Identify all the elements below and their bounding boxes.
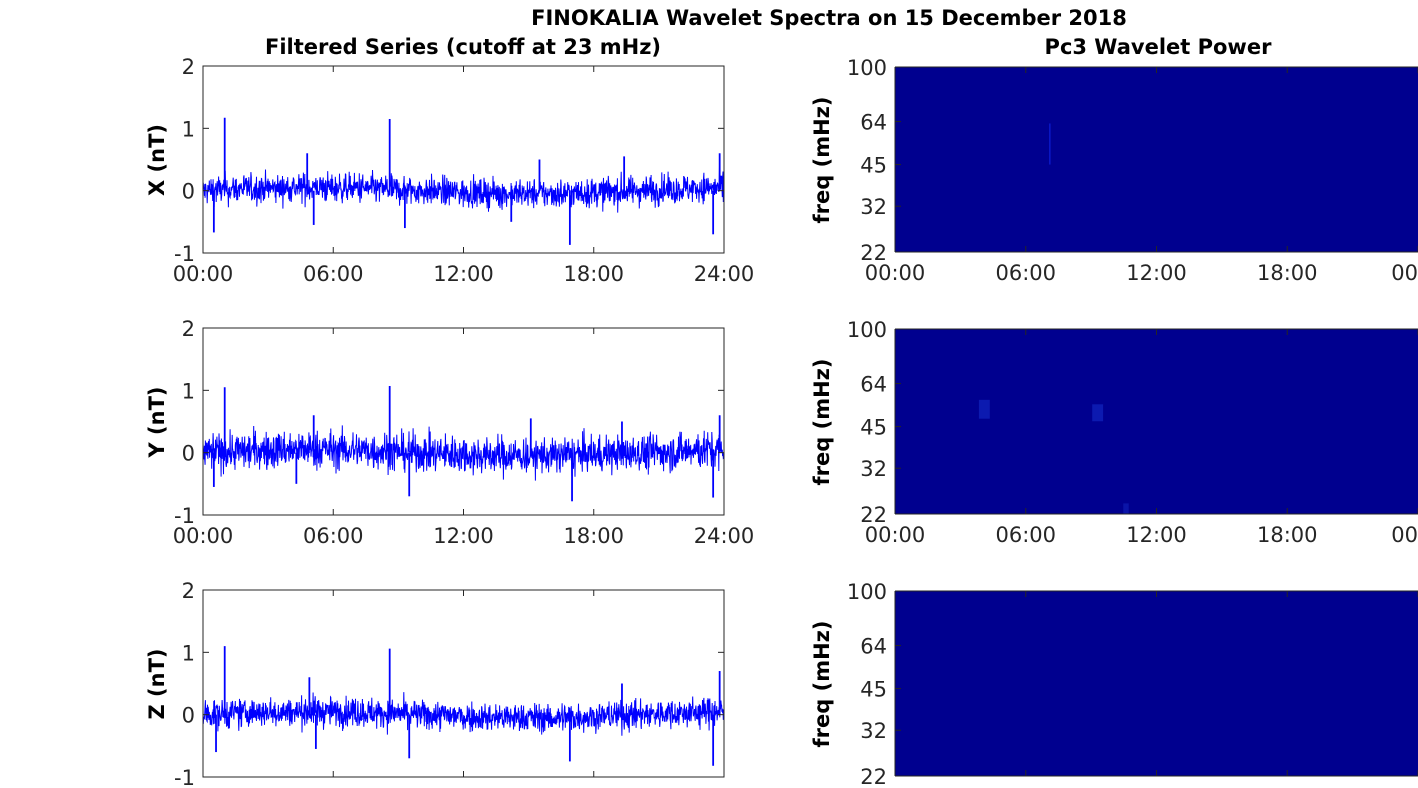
y-tick-label: 1 (182, 379, 195, 403)
power-feature (1092, 404, 1104, 422)
x-tick-label: 12:00 (1126, 261, 1187, 285)
y-tick-label: 100 (847, 56, 887, 80)
plot-area (203, 590, 724, 777)
signal-line (202, 166, 725, 213)
wavelet-z-axes: 100 64 45 32 22 (847, 580, 1418, 788)
power-feature (1123, 503, 1129, 514)
figure-suptitle: FINOKALIA Wavelet Spectra on 15 December… (531, 6, 1127, 30)
x-tick-label: 06:00 (303, 524, 364, 548)
x-tick-label: 06:00 (995, 523, 1056, 547)
x-tick-label: 00:00 (173, 524, 234, 548)
y-tick-label: -1 (174, 242, 195, 266)
x-tick-label: 24:00 (694, 262, 755, 286)
wavelet-x-ylabel: freq (mHz) (810, 97, 834, 224)
y-tick-label: 32 (860, 457, 887, 481)
power-feature (978, 399, 990, 419)
y-ylabel: Y (nT) (145, 387, 169, 459)
y-tick-label: 22 (860, 765, 887, 788)
x-tick-label: 00 (1391, 261, 1418, 285)
x-tick-label: 00 (1391, 523, 1418, 547)
wavelet-y-ylabel: freq (mHz) (810, 359, 834, 486)
series-panel-title: Filtered Series (cutoff at 23 mHz) (265, 35, 661, 59)
y-axes: -1 0 1 2 00:00 06:00 12:00 18:00 24:00 (173, 317, 755, 548)
y-tick-label: 64 (860, 373, 887, 397)
y-tick-label: 22 (860, 241, 887, 265)
y-tick-label: 45 (860, 416, 887, 440)
x-tick-label: 00:00 (865, 523, 926, 547)
y-tick-label: 1 (182, 117, 195, 141)
x-tick-label: 00:00 (173, 262, 234, 286)
y-tick-label: 45 (860, 678, 887, 702)
power-feature (1049, 123, 1051, 165)
y-tick-label: 0 (182, 180, 195, 204)
x-tick-label: 24:00 (694, 524, 755, 548)
z-axes: -1 0 1 2 (174, 579, 725, 788)
wavelet-panel-title: Pc3 Wavelet Power (1045, 35, 1273, 59)
x-tick-label: 06:00 (303, 262, 364, 286)
x-axes: -1 0 1 2 00:00 06:00 12:00 18:00 24:00 (173, 55, 755, 286)
y-tick-label: 100 (847, 580, 887, 604)
y-tick-label: 22 (860, 503, 887, 527)
x-tick-label: 12:00 (433, 524, 494, 548)
wavelet-z-ylabel: freq (mHz) (810, 621, 834, 748)
panel-x-series: Filtered Series (cutoff at 23 mHz) X (nT… (145, 35, 754, 286)
x-tick-label: 18:00 (1257, 261, 1318, 285)
wavelet-image (895, 67, 1418, 252)
y-tick-label: -1 (174, 766, 195, 788)
z-ylabel: Z (nT) (145, 648, 169, 719)
wavelet-image (895, 591, 1418, 776)
y-tick-label: 32 (860, 719, 887, 743)
y-tick-label: 0 (182, 704, 195, 728)
panel-z-wavelet: freq (mHz) 100 64 45 32 22 (810, 580, 1418, 788)
x-tick-label: 18:00 (1257, 523, 1318, 547)
y-tick-label: 1 (182, 641, 195, 665)
signal-line (202, 425, 725, 481)
y-tick-label: -1 (174, 504, 195, 528)
y-tick-label: 2 (182, 579, 195, 603)
panel-y-series: Y (nT) -1 0 1 2 00:00 06:00 12:00 18:00 24:00 (145, 317, 754, 548)
x-tick-label: 12:00 (1126, 523, 1187, 547)
x-tick-label: 12:00 (433, 262, 494, 286)
y-tick-label: 2 (182, 55, 195, 79)
x-tick-label: 18:00 (563, 262, 624, 286)
signal-line (202, 692, 725, 736)
x-tick-label: 06:00 (995, 261, 1056, 285)
x-tick-label: 18:00 (563, 524, 624, 548)
panel-x-wavelet: Pc3 Wavelet Power freq (mHz) 100 64 45 32 22… (810, 35, 1418, 285)
y-tick-label: 64 (860, 111, 887, 135)
plot-area (203, 328, 724, 515)
plot-area (203, 66, 724, 253)
x-ylabel: X (nT) (145, 124, 169, 196)
y-tick-label: 0 (182, 442, 195, 466)
panel-z-series: Z (nT) -1 0 1 2 (145, 579, 725, 788)
y-tick-label: 45 (860, 154, 887, 178)
wavelet-image (895, 329, 1418, 514)
y-tick-label: 32 (860, 195, 887, 219)
y-tick-label: 100 (847, 318, 887, 342)
y-tick-label: 64 (860, 635, 887, 659)
y-tick-label: 2 (182, 317, 195, 341)
x-tick-label: 00:00 (865, 261, 926, 285)
